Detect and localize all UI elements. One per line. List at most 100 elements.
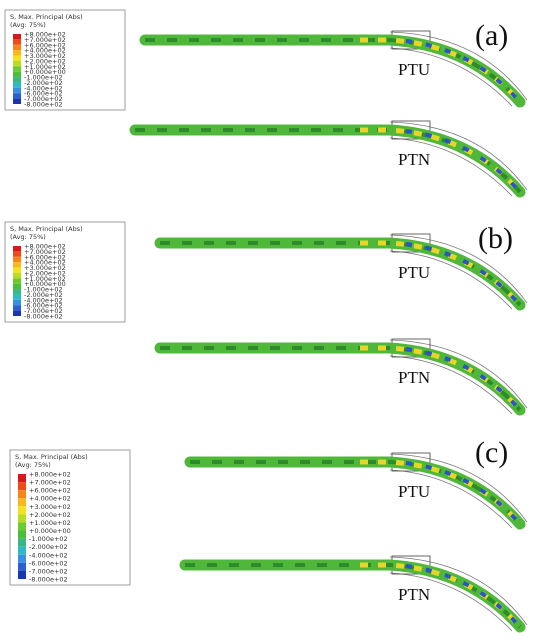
canal-inner (389, 572, 513, 632)
legend-swatch (13, 267, 21, 273)
legend-level: +7.000e+02 (29, 479, 71, 487)
legend-level: -2.000e+02 (24, 291, 63, 299)
legend-title: S, Max. Principal (Abs) (10, 225, 83, 233)
legend-swatch (13, 44, 21, 51)
file-stress-neg (394, 241, 522, 307)
legend-level: -7.000e+02 (24, 95, 63, 103)
legend-swatch (18, 530, 26, 539)
legend-swatch (13, 98, 21, 104)
legend-swatch (13, 251, 21, 257)
canal-inner (389, 47, 513, 107)
file-stress (360, 240, 522, 307)
legend-level: +3.000e+02 (29, 503, 71, 511)
legend-level: +1.000e+02 (29, 519, 71, 527)
legend-swatch (18, 474, 26, 483)
legend-swatch (13, 262, 21, 268)
legend-box (4, 221, 126, 323)
legend-level: -4.000e+02 (29, 551, 68, 559)
legend-swatch (13, 39, 21, 45)
legend-level: +2.000e+02 (24, 57, 66, 65)
panel-label: (a) (475, 19, 508, 52)
legend-level: +8.000e+02 (24, 31, 66, 39)
legend-swatch (18, 570, 26, 579)
legend-level: -2.000e+02 (29, 543, 68, 551)
canal-inner (389, 137, 513, 197)
legend-swatch (13, 71, 21, 78)
file-stress-neg (394, 460, 522, 526)
legend-level: +0.000e+00 (29, 527, 71, 535)
legend-level: +4.000e+02 (29, 495, 71, 503)
file-stress-neg (394, 346, 522, 412)
file-twist (160, 241, 522, 307)
legend-swatch (13, 278, 21, 284)
file-body (129, 124, 526, 198)
legend-swatch (13, 66, 21, 72)
legend-level: +0.000e+00 (24, 280, 66, 288)
file-label: PTN (398, 585, 430, 604)
file-twist (145, 38, 522, 104)
legend-swatch (18, 514, 26, 523)
legend-swatch (13, 77, 21, 83)
legend-swatch (13, 294, 21, 300)
legend-swatch (13, 310, 21, 316)
legend-level: +2.000e+02 (24, 269, 66, 277)
legend-level: -6.000e+02 (29, 559, 68, 567)
legend-level: -7.000e+02 (29, 567, 68, 575)
file-stress-neg (394, 563, 522, 629)
file-stress (360, 345, 522, 412)
legend-level: -1.000e+02 (24, 74, 63, 82)
legend-swatch (18, 498, 26, 507)
canal-inner (389, 469, 513, 529)
file-label: PTN (398, 368, 430, 387)
legend-swatch (13, 272, 21, 279)
legend-level: -8.000e+02 (29, 576, 68, 584)
legend-level: -1.000e+02 (29, 535, 68, 543)
legend-swatch (13, 93, 21, 99)
legend-level: +0.000e+00 (24, 68, 66, 76)
legend-level: -8.000e+02 (24, 313, 63, 321)
canal-outer (389, 234, 528, 304)
legend-swatch (13, 55, 21, 61)
legend-swatch (13, 60, 21, 67)
legend-swatch (18, 538, 26, 547)
legend-swatch (13, 87, 21, 94)
panel-label: (c) (475, 436, 508, 469)
legend-subtitle: (Avg: 75%) (10, 21, 46, 29)
panel-label: (b) (478, 222, 513, 255)
legend-swatch (18, 546, 26, 555)
legend-level: +2.000e+02 (29, 511, 71, 519)
canal-outer (389, 556, 528, 626)
file-label: PTU (398, 482, 430, 501)
file-stress-neg (394, 38, 522, 104)
legend-level: -2.000e+02 (24, 79, 63, 87)
legend-level: -1.000e+02 (24, 286, 63, 294)
legend-box (4, 9, 126, 111)
legend-swatch (13, 34, 21, 40)
legend-subtitle: (Avg: 75%) (10, 233, 46, 241)
legend-level: +3.000e+02 (24, 52, 66, 60)
legend-title: S, Max. Principal (Abs) (10, 13, 83, 21)
file-twist (185, 563, 522, 629)
canal-outer (389, 339, 528, 409)
file-stress (360, 37, 522, 104)
legend-level: -7.000e+02 (24, 307, 63, 315)
file-label: PTN (398, 150, 430, 169)
legend-level: +7.000e+02 (24, 248, 66, 256)
legend-title: S, Max. Principal (Abs) (15, 453, 88, 461)
file-body (179, 559, 526, 633)
legend-swatch (18, 554, 26, 563)
legend-level: -6.000e+02 (24, 302, 63, 310)
legend-level: +1.000e+02 (24, 63, 66, 71)
file-label: PTU (398, 60, 430, 79)
file-stress (360, 127, 522, 194)
legend-swatch (18, 490, 26, 499)
legend-swatch (13, 50, 21, 56)
legend-swatch (18, 506, 26, 515)
legend-subtitle: (Avg: 75%) (15, 461, 51, 469)
legend-swatch (13, 299, 21, 306)
legend-level: -6.000e+02 (24, 90, 63, 98)
file-label: PTU (398, 263, 430, 282)
legend-level: +7.000e+02 (24, 36, 66, 44)
legend-level: +4.000e+02 (24, 259, 66, 267)
